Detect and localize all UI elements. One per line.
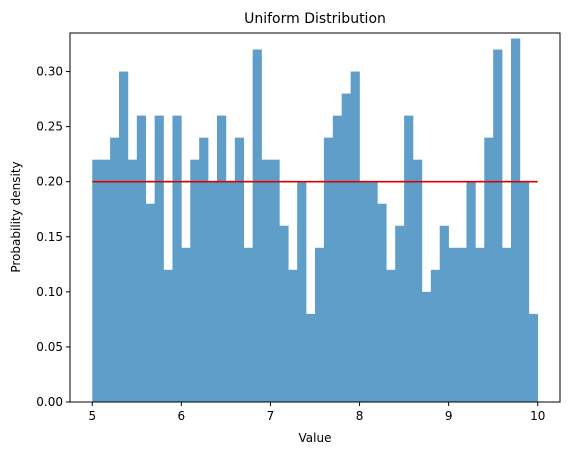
histogram-bar [368, 181, 378, 402]
histogram-bar [332, 115, 343, 402]
x-axis-label: Value [299, 431, 332, 445]
x-tick-label: 5 [88, 409, 96, 423]
histogram-bar [377, 203, 387, 402]
histogram-bar [439, 225, 449, 402]
histogram-bar [386, 269, 396, 402]
histogram-bar [190, 159, 200, 402]
histogram-bar [288, 269, 298, 402]
histogram-bar [92, 159, 102, 402]
y-tick-label: 0.05 [36, 340, 63, 354]
y-tick-label: 0.25 [36, 120, 63, 134]
y-tick-label: 0.20 [36, 175, 63, 189]
histogram-bar [306, 313, 316, 402]
histogram-bar [341, 93, 351, 402]
y-axis-label: Probability density [9, 161, 23, 272]
histogram-bar [181, 247, 191, 402]
histogram-bar [127, 159, 138, 402]
histogram-bar [252, 49, 262, 402]
y-tick-label: 0.15 [36, 230, 63, 244]
histogram-bar [270, 159, 280, 402]
histogram-bar [475, 247, 485, 402]
histogram-bar [101, 159, 111, 402]
histogram-bar [502, 247, 512, 402]
histogram-bar [493, 49, 503, 402]
histogram-bar [243, 247, 253, 402]
histogram-bar [315, 247, 325, 402]
histogram-bar [466, 181, 476, 402]
bars-group [92, 38, 539, 403]
histogram-bar [448, 247, 458, 402]
chart-title: Uniform Distribution [244, 11, 386, 27]
histogram-bar [217, 115, 227, 402]
x-tick-label: 6 [178, 409, 186, 423]
histogram-bar [279, 225, 289, 402]
x-tick-label: 10 [530, 409, 545, 423]
histogram-bar [261, 159, 271, 402]
x-tick-label: 7 [267, 409, 275, 423]
histogram-bar [430, 269, 441, 402]
y-tick-label: 0.10 [36, 285, 63, 299]
histogram-bar [172, 115, 182, 402]
histogram-bar [413, 159, 423, 402]
y-axis: 0.00 0.05 0.10 0.15 0.20 0.25 0.30 [36, 65, 70, 409]
histogram-bar [359, 181, 369, 402]
histogram-bar [145, 203, 155, 402]
histogram-bar [404, 115, 414, 402]
histogram-bar [208, 181, 218, 402]
histogram-bar [225, 181, 236, 402]
x-axis: 5 6 7 8 9 10 [88, 402, 545, 423]
x-tick-label: 8 [356, 409, 364, 423]
histogram-bar [163, 269, 173, 402]
histogram-bar [519, 181, 530, 402]
histogram-bar [457, 247, 467, 402]
histogram-bar [136, 115, 147, 402]
histogram-bar [528, 313, 539, 402]
y-tick-label: 0.00 [36, 395, 63, 409]
histogram-bar [421, 291, 432, 402]
histogram-bar [119, 71, 129, 402]
histogram-bar [154, 115, 164, 402]
histogram-bar [297, 181, 307, 402]
plot-frame [69, 32, 561, 403]
histogram-bar [323, 137, 334, 402]
x-tick-label: 9 [445, 409, 453, 423]
histogram-bar [234, 137, 245, 402]
histogram-bar [350, 71, 360, 402]
histogram-bar [395, 225, 405, 402]
histogram-bar [511, 38, 521, 403]
histogram-bar [484, 137, 494, 402]
histogram-bar [110, 137, 120, 402]
y-tick-label: 0.30 [36, 65, 63, 79]
histogram-bar [199, 137, 209, 402]
